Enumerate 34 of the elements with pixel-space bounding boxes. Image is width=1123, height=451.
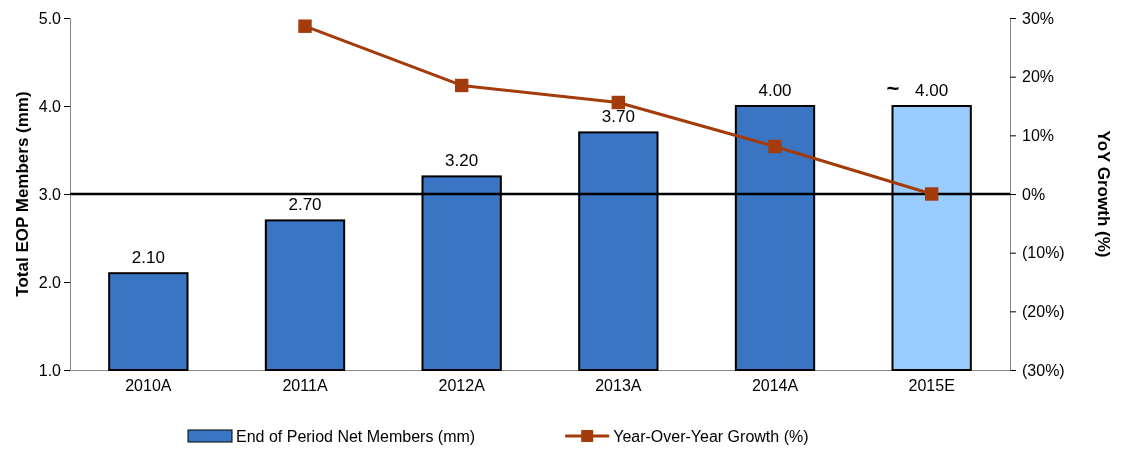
y2-tick-label: (20%) (1022, 302, 1065, 320)
annotation: ~ (886, 76, 900, 101)
y-tick-label: 1.0 (38, 361, 62, 379)
data-label: 2.10 (131, 248, 165, 268)
point (768, 139, 782, 154)
x-tick-label: 2015E (908, 377, 955, 395)
y2-tick-label: 10% (1022, 126, 1055, 144)
x-tick-label: 2013A (595, 377, 642, 395)
data-label: 3.70 (601, 107, 635, 127)
point (924, 187, 939, 201)
point (454, 78, 469, 93)
y2-tick-label: (30%) (1022, 361, 1065, 379)
y-tick-label: 4.0 (38, 97, 62, 115)
y2-tick-label: 0% (1022, 185, 1046, 203)
x-tick-label: 2014A (751, 377, 799, 395)
y2-axis-title: YoY Growth (%) (1094, 130, 1113, 258)
data-label: 4.00 (758, 81, 792, 100)
point (298, 19, 312, 33)
y2-tick-label: 20% (1022, 68, 1055, 86)
y2-tick-label: (10%) (1022, 244, 1065, 262)
legend-label: Year-Over-Year Growth (%) (613, 428, 809, 445)
y2-tick-label: 30% (1022, 9, 1055, 27)
y-tick-label: 5.0 (38, 9, 62, 27)
legend-label: End of Period Net Members (mm) (236, 428, 476, 445)
data-label: 2.70 (288, 195, 322, 215)
data-label: 3.20 (445, 151, 479, 171)
x-tick-label: 2012A (438, 377, 486, 395)
y-tick-label: 2.0 (38, 273, 62, 291)
y-tick-label: 3.0 (38, 185, 62, 203)
data-label: 4.00 (915, 81, 949, 100)
x-tick-label: 2011A (282, 377, 328, 395)
point (611, 95, 626, 110)
y-axis-title: Total EOP Members (mm) (13, 91, 32, 297)
x-tick-label: 2010A (125, 377, 172, 395)
